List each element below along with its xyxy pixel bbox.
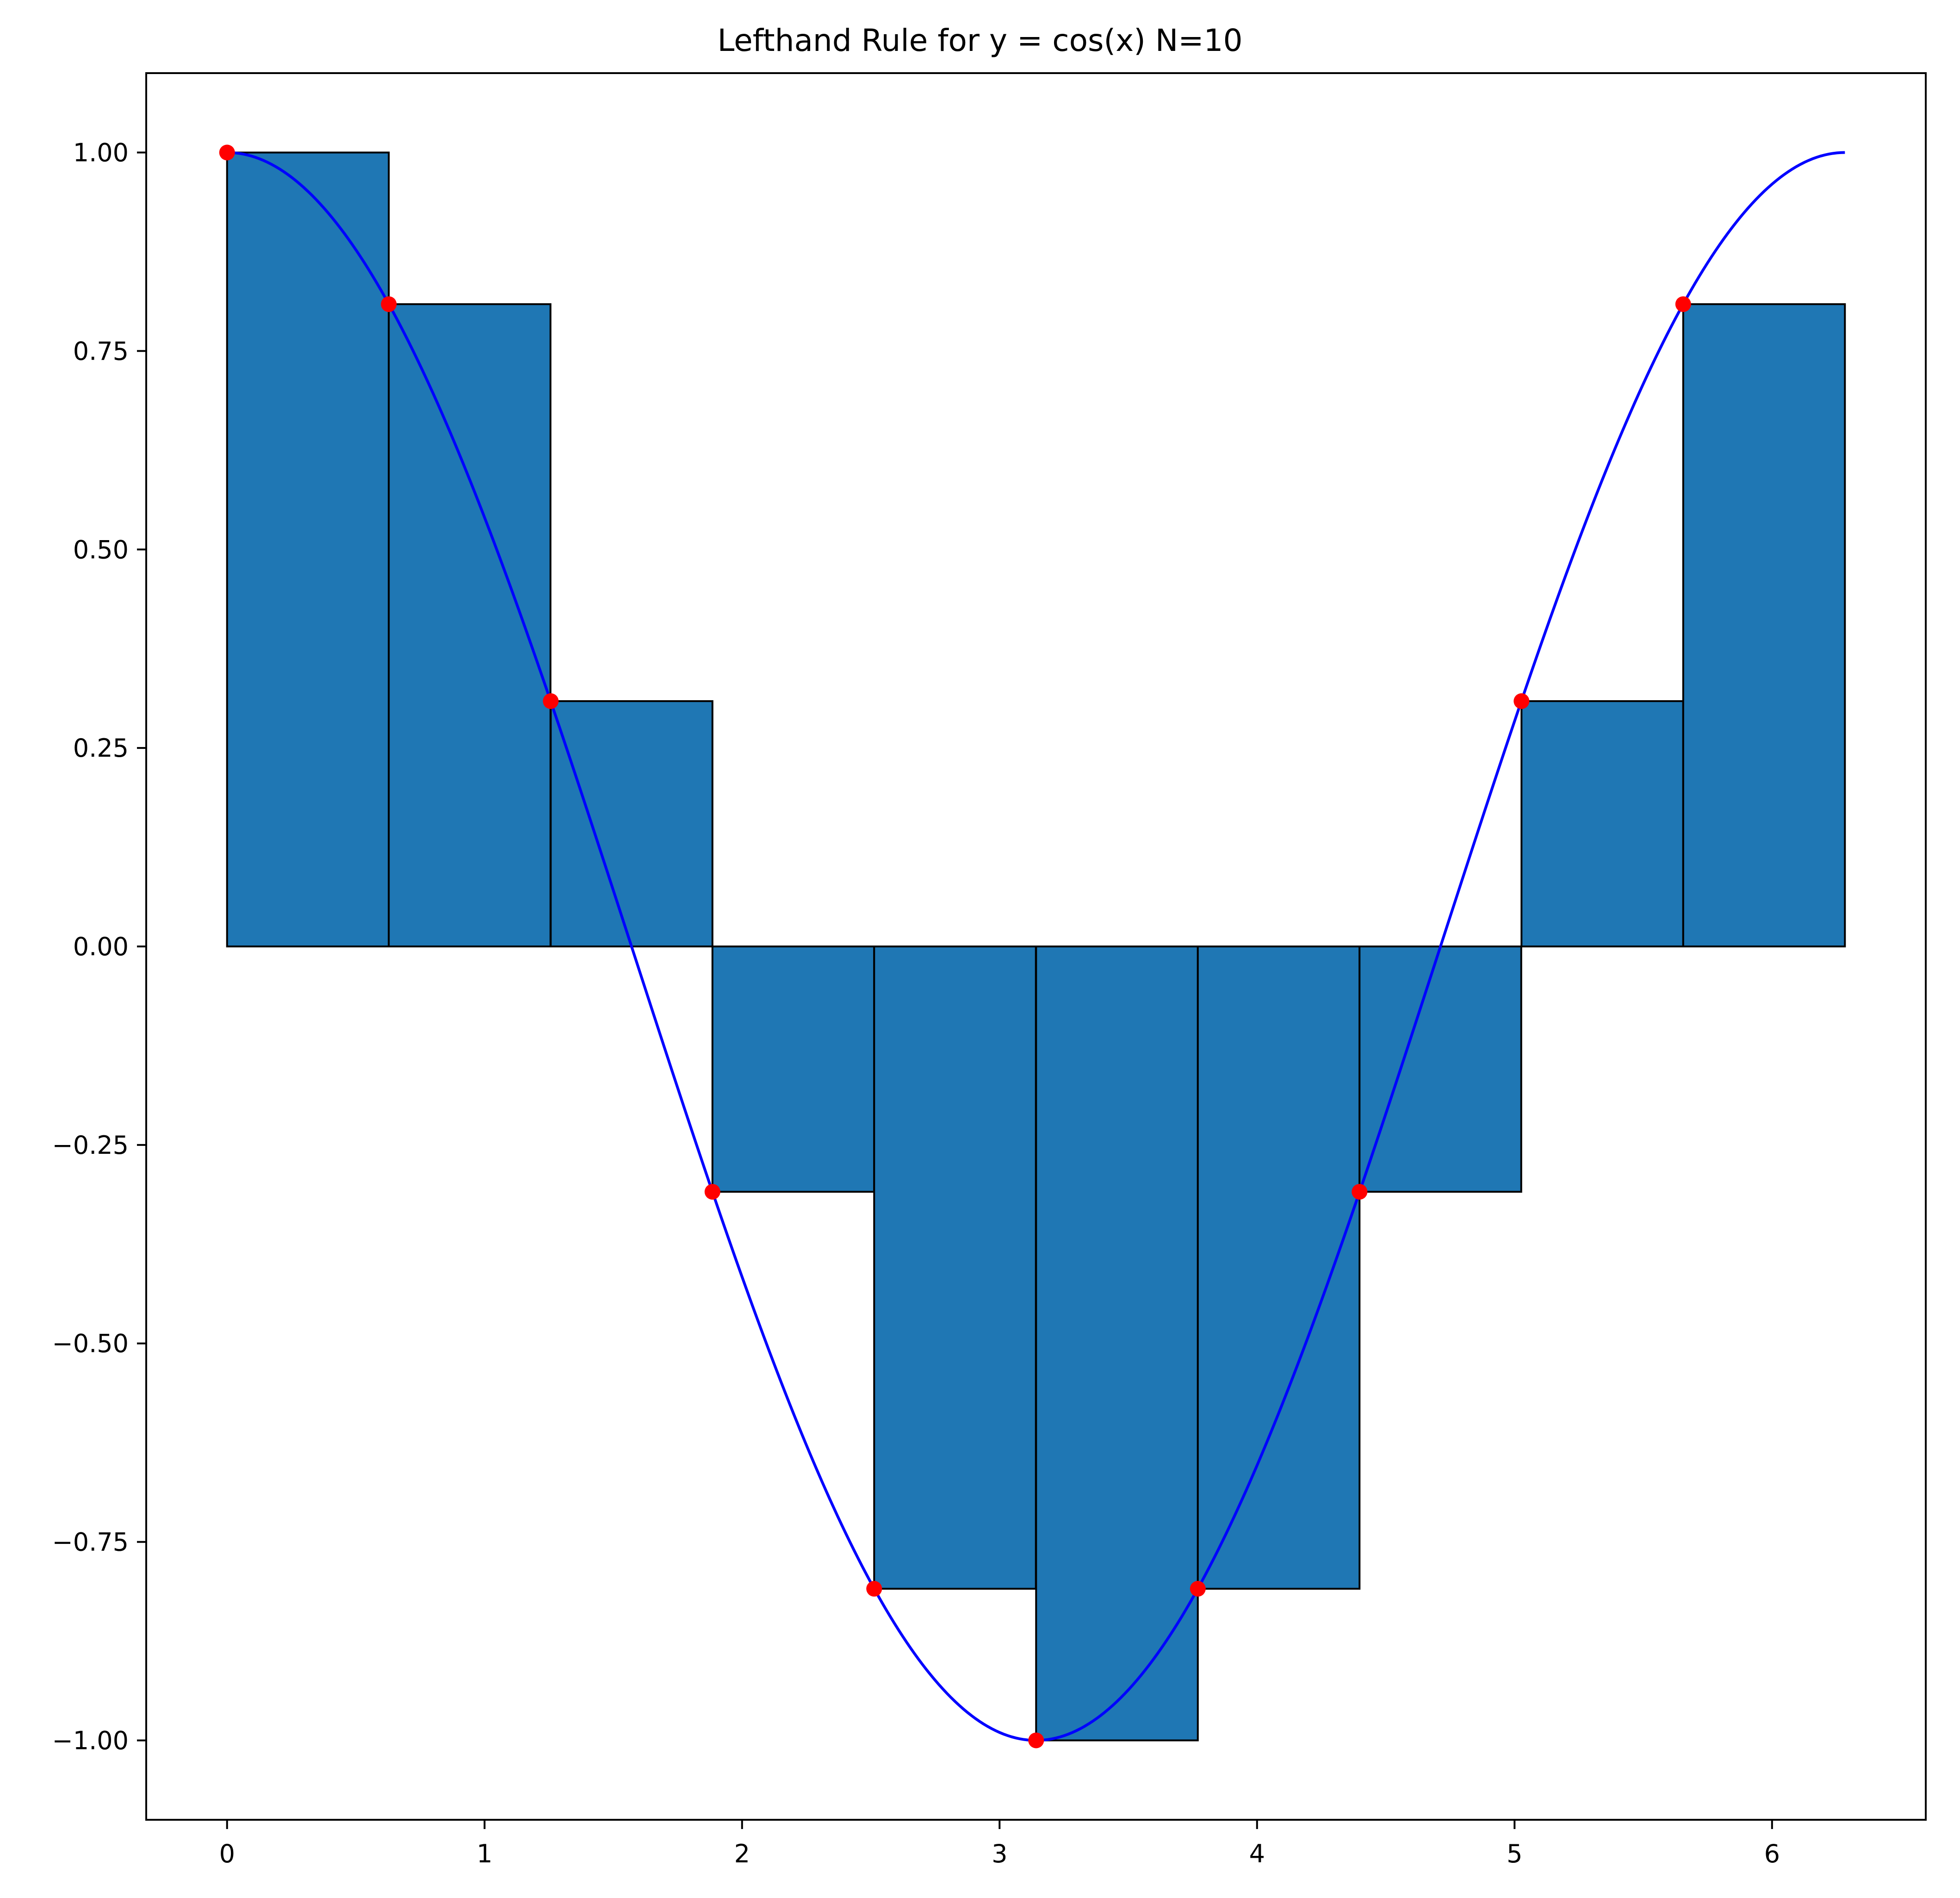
sample-point-6 bbox=[1190, 1581, 1206, 1597]
y-tick-label-7: −0.75 bbox=[52, 1528, 129, 1557]
y-axis-ticks: 1.00 0.75 0.50 0.25 0.00 −0.25 −0.50 −0.75 −1.00 bbox=[52, 138, 146, 1755]
y-tick-label-6: −0.50 bbox=[52, 1329, 129, 1358]
bar-3 bbox=[711, 946, 875, 1193]
sample-point-4 bbox=[866, 1581, 882, 1597]
y-tick-label-3: 0.25 bbox=[73, 734, 129, 763]
x-tick-label-3: 3 bbox=[992, 1839, 1007, 1868]
x-tick-label-5: 5 bbox=[1507, 1839, 1522, 1868]
sample-point-3 bbox=[704, 1184, 720, 1200]
bars-layer bbox=[226, 151, 1846, 1742]
bar-7 bbox=[1358, 946, 1522, 1193]
chart-title: Lefthand Rule for y = cos(x) N=10 bbox=[717, 23, 1242, 58]
x-tick-label-4: 4 bbox=[1249, 1839, 1265, 1868]
sample-point-5 bbox=[1028, 1732, 1044, 1749]
x-tick-label-0: 0 bbox=[219, 1839, 235, 1868]
sample-point-7 bbox=[1352, 1184, 1368, 1200]
sample-point-1 bbox=[381, 296, 397, 312]
x-tick-label-2: 2 bbox=[734, 1839, 750, 1868]
y-tick-label-8: −1.00 bbox=[52, 1726, 129, 1755]
sample-point-8 bbox=[1513, 693, 1530, 709]
sample-points-layer bbox=[219, 144, 1691, 1749]
x-tick-label-6: 6 bbox=[1764, 1839, 1780, 1868]
bar-6 bbox=[1197, 946, 1361, 1590]
bar-2 bbox=[550, 700, 713, 947]
y-tick-label-0: 1.00 bbox=[73, 138, 129, 168]
x-tick-label-1: 1 bbox=[477, 1839, 492, 1868]
bar-1 bbox=[388, 303, 552, 947]
sample-point-0 bbox=[219, 144, 235, 161]
x-axis-ticks: 0 1 2 3 4 5 6 bbox=[219, 1820, 1780, 1868]
y-tick-label-1: 0.75 bbox=[73, 336, 129, 366]
sample-point-9 bbox=[1675, 296, 1691, 312]
y-tick-label-5: −0.25 bbox=[52, 1131, 129, 1160]
bar-4 bbox=[873, 946, 1037, 1590]
sample-point-2 bbox=[543, 693, 559, 709]
bar-0 bbox=[226, 151, 390, 948]
bar-9 bbox=[1682, 303, 1846, 947]
bar-8 bbox=[1520, 700, 1684, 947]
y-tick-label-2: 0.50 bbox=[73, 535, 129, 564]
y-tick-label-4: 0.00 bbox=[73, 932, 129, 961]
bar-5 bbox=[1035, 946, 1199, 1742]
